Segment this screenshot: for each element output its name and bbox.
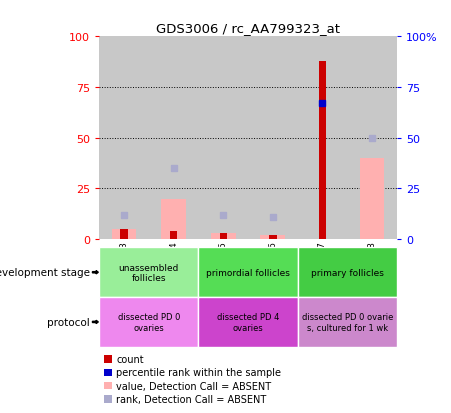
Text: value, Detection Call = ABSENT: value, Detection Call = ABSENT [116, 381, 272, 391]
Bar [111, 230, 136, 240]
Bar [269, 235, 276, 240]
Bar [319, 62, 326, 240]
Bar [120, 230, 128, 240]
Text: primordial follicles: primordial follicles [206, 268, 290, 277]
Text: primary follicles: primary follicles [311, 268, 384, 277]
Bar [220, 233, 227, 240]
Text: unassembled
follicles: unassembled follicles [119, 263, 179, 282]
Text: rank, Detection Call = ABSENT: rank, Detection Call = ABSENT [116, 394, 267, 404]
Text: count: count [116, 354, 144, 364]
Bar [298, 37, 347, 240]
Text: dissected PD 0
ovaries: dissected PD 0 ovaries [118, 313, 180, 332]
Text: percentile rank within the sample: percentile rank within the sample [116, 368, 281, 377]
Text: protocol: protocol [47, 317, 90, 327]
Bar [170, 231, 177, 240]
Text: dissected PD 0 ovarie
s, cultured for 1 wk: dissected PD 0 ovarie s, cultured for 1 … [302, 313, 393, 332]
Bar [149, 37, 198, 240]
Bar [211, 233, 235, 240]
Bar [198, 37, 248, 240]
Title: GDS3006 / rc_AA799323_at: GDS3006 / rc_AA799323_at [156, 21, 340, 35]
Bar [359, 159, 384, 240]
Text: development stage: development stage [0, 268, 90, 278]
Bar [99, 37, 149, 240]
Bar [261, 235, 285, 240]
Bar [347, 37, 397, 240]
Bar [248, 37, 298, 240]
Text: dissected PD 4
ovaries: dissected PD 4 ovaries [217, 313, 279, 332]
Bar [161, 199, 186, 240]
